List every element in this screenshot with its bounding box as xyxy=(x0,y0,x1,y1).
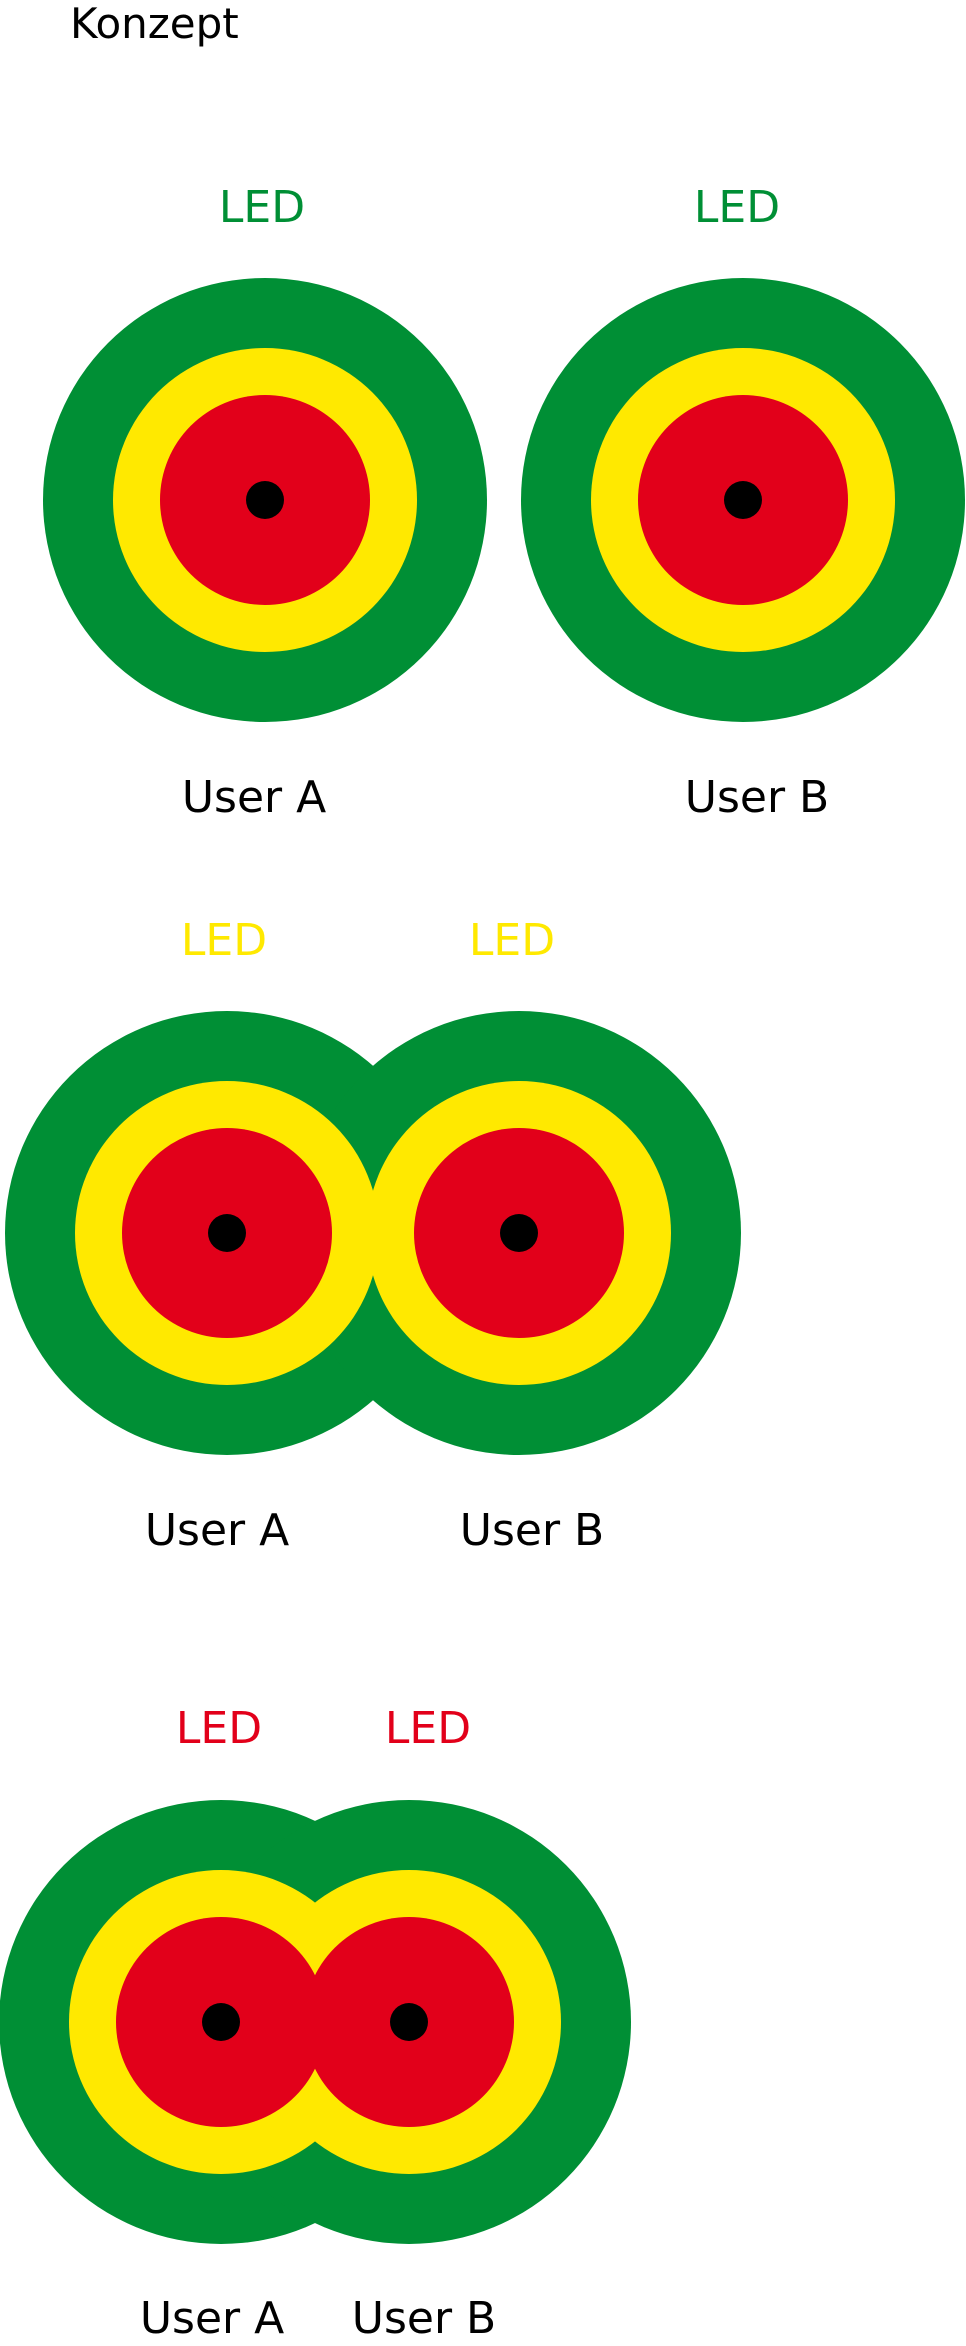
user-a-center-ring xyxy=(208,1214,246,1252)
user-a-label: User A xyxy=(145,1505,289,1556)
user-b-label: User B xyxy=(352,2293,496,2344)
user-a-label: User A xyxy=(140,2293,284,2344)
user-b-led-label: LED xyxy=(469,915,555,966)
user-a-led-label: LED xyxy=(181,915,267,966)
user-b-center-ring xyxy=(500,1214,538,1252)
user-a-led-label: LED xyxy=(219,182,305,233)
scenario-1: LED User A LED User B xyxy=(43,182,965,823)
user-a-label: User A xyxy=(182,772,326,823)
scenario-2: LED User A LED User B xyxy=(5,915,741,1556)
user-a-led-label: LED xyxy=(176,1703,262,1754)
user-b-label: User B xyxy=(685,772,829,823)
user-b-led-label: LED xyxy=(694,182,780,233)
diagram-title: Konzept xyxy=(70,0,239,48)
user-b-center-ring xyxy=(724,481,762,519)
user-b-led-label: LED xyxy=(385,1703,471,1754)
user-a-center-ring xyxy=(246,481,284,519)
scenario-3: LED User A LED User B xyxy=(0,1703,631,2344)
user-b-center-ring xyxy=(390,2003,428,2041)
user-a-center-ring xyxy=(202,2003,240,2041)
user-b-label: User B xyxy=(460,1505,604,1556)
